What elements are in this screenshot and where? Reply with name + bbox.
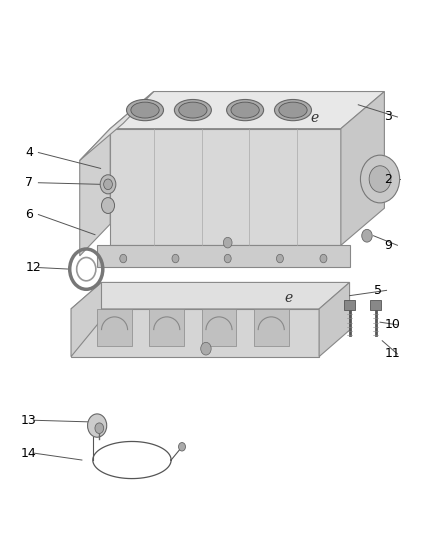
Text: e: e	[285, 292, 293, 305]
Text: 12: 12	[25, 261, 41, 274]
Text: 5: 5	[374, 284, 381, 297]
Circle shape	[120, 254, 127, 263]
Ellipse shape	[127, 100, 163, 120]
Polygon shape	[319, 282, 350, 357]
Circle shape	[320, 254, 327, 263]
Text: 4: 4	[25, 146, 33, 159]
Text: 11: 11	[385, 348, 400, 360]
Text: 6: 6	[25, 208, 33, 221]
Text: 3: 3	[385, 110, 392, 124]
Circle shape	[179, 442, 185, 451]
Circle shape	[224, 254, 231, 263]
Circle shape	[95, 423, 104, 433]
Polygon shape	[80, 128, 110, 256]
Circle shape	[201, 342, 211, 355]
Circle shape	[172, 254, 179, 263]
Polygon shape	[71, 282, 102, 357]
Text: 14: 14	[21, 447, 37, 459]
FancyBboxPatch shape	[371, 300, 381, 310]
Text: 7: 7	[25, 176, 33, 189]
Text: 13: 13	[21, 414, 37, 427]
Polygon shape	[341, 92, 385, 245]
Text: 2: 2	[385, 173, 392, 185]
Polygon shape	[254, 309, 289, 346]
Polygon shape	[71, 309, 319, 357]
FancyBboxPatch shape	[344, 300, 355, 310]
Circle shape	[100, 175, 116, 194]
Text: 10: 10	[385, 318, 400, 332]
Circle shape	[104, 179, 113, 190]
Circle shape	[362, 229, 372, 242]
Ellipse shape	[131, 102, 159, 118]
Circle shape	[88, 414, 107, 437]
Ellipse shape	[174, 100, 212, 120]
Polygon shape	[110, 128, 341, 245]
Polygon shape	[110, 92, 385, 128]
Polygon shape	[97, 309, 132, 346]
Circle shape	[360, 155, 399, 203]
Polygon shape	[71, 282, 350, 309]
Circle shape	[223, 237, 232, 248]
Text: 9: 9	[385, 239, 392, 252]
Ellipse shape	[179, 102, 207, 118]
Ellipse shape	[275, 100, 311, 120]
Circle shape	[369, 166, 391, 192]
Polygon shape	[97, 245, 350, 266]
Circle shape	[102, 198, 115, 214]
Ellipse shape	[279, 102, 307, 118]
Polygon shape	[201, 309, 237, 346]
Circle shape	[276, 254, 283, 263]
Text: e: e	[311, 111, 319, 125]
Polygon shape	[149, 309, 184, 346]
Ellipse shape	[231, 102, 259, 118]
Ellipse shape	[226, 100, 264, 120]
Polygon shape	[80, 92, 154, 160]
